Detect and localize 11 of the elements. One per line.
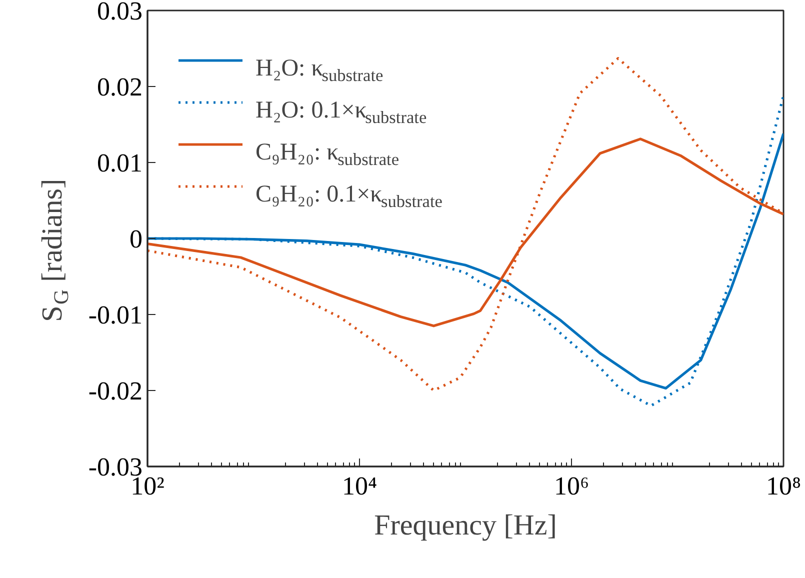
y-tick-label: -0.01 [88, 300, 143, 330]
y-tick-label: 0.03 [97, 0, 142, 26]
x-tick-label: 10⁸ [766, 472, 802, 500]
y-tick-label: 0 [130, 224, 142, 254]
x-axis-title: Frequency [Hz] [374, 510, 557, 542]
y-tick-label: -0.02 [88, 376, 143, 406]
y-axis-title: SG [radians] [36, 178, 74, 322]
x-tick-label: 10⁶ [554, 472, 590, 500]
x-tick-label: 10⁴ [342, 472, 378, 500]
y-tick-label: 0.02 [97, 72, 142, 102]
y-tick-label: 0.01 [97, 148, 142, 178]
